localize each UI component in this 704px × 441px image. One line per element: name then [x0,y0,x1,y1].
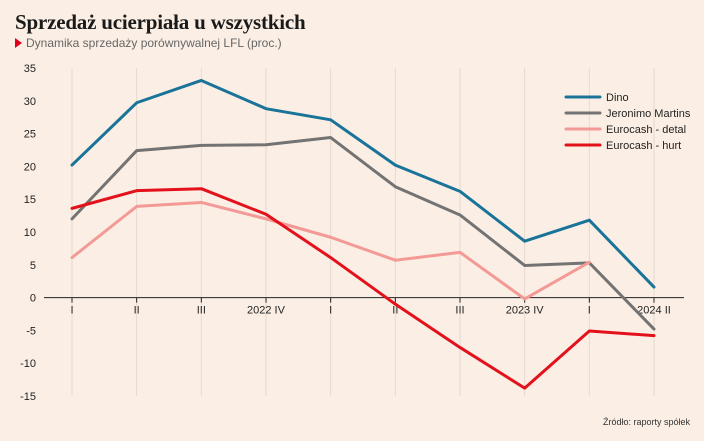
y-tick-label: -15 [20,391,36,403]
chart-subtitle: Dynamika sprzedaży porównywalnej LFL (pr… [15,36,282,50]
series-line-dino [70,78,656,289]
legend-label: Dino [606,92,629,104]
y-tick-label: 20 [24,161,36,173]
y-tick-label: -10 [20,358,36,370]
source-note: Źródło: raporty spółek [602,417,690,427]
triangle-marker-icon [15,38,22,48]
legend-label: Jeronimo Martins [606,108,691,120]
y-tick-label: 5 [30,260,36,272]
y-tick-label: 10 [24,227,36,239]
y-tick-label: 0 [30,293,36,305]
x-tick-label: 2023 IV [506,305,545,317]
chart-subtitle-text: Dynamika sprzedaży porównywalnej LFL (pr… [26,36,282,50]
series-line-eurocash-hurt [70,187,656,390]
x-tick-label: III [197,305,206,317]
legend-label: Eurocash - detal [606,124,686,136]
x-tick-label: 2022 IV [247,305,286,317]
x-tick-label: II [134,305,140,317]
x-tick-label: I [329,305,332,317]
y-tick-label: 30 [24,96,36,108]
y-tick-label: -5 [26,325,36,337]
series-line-eurocash-detal [70,200,591,301]
y-tick-label: 15 [24,194,36,206]
series-line-jeronimo-martins [70,136,656,331]
legend-label: Eurocash - hurt [606,140,681,152]
y-tick-label: 35 [24,63,36,75]
chart-title: Sprzedaż ucierpiała u wszystkich [15,10,306,34]
x-tick-label: 2024 II [637,305,671,317]
y-tick-label: 25 [24,129,36,141]
x-tick-label: III [455,305,464,317]
x-tick-label: II [392,305,398,317]
x-tick-label: I [70,305,73,317]
x-tick-label: I [588,305,591,317]
